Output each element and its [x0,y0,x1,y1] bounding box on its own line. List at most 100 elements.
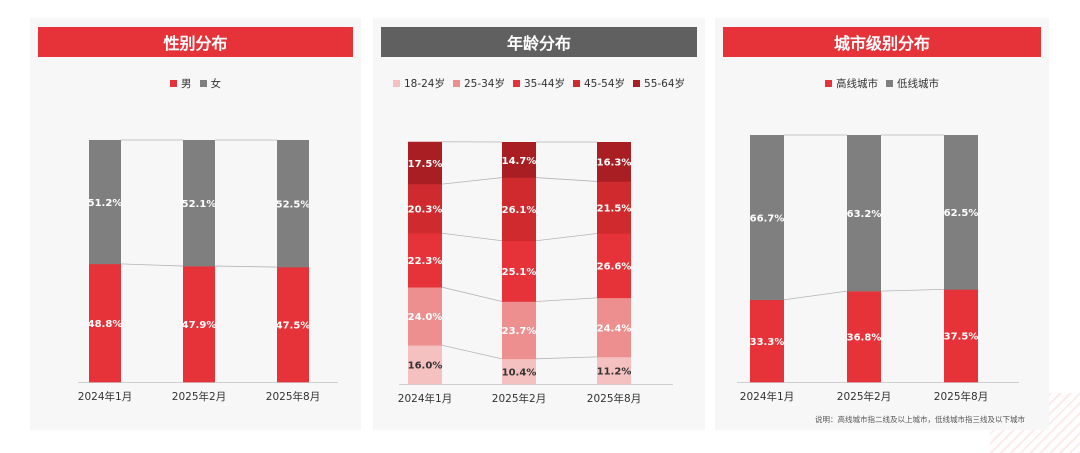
bar-segment [597,181,631,234]
bar-segment [502,301,536,360]
legend-item: 低线城市 [886,76,939,91]
data-label: 24.0% [408,312,443,323]
connector-line [441,286,503,302]
data-label: 22.3% [408,256,443,267]
age-chart: 16.0% 24.0% 22.3% 20.3% 17.5% 2024年1月 10.4% 23.… [398,141,673,405]
gender-panel-title: 性别分布 [38,27,353,57]
connector-line [441,177,503,185]
legend-swatch [392,80,400,87]
city-tier-chart: 33.3% 66.7% 2024年1月 36.8% 63.2% 2025年2月 37.5% 6… [737,134,1019,403]
x-tick-label: 2024年1月 [78,390,132,403]
legend-label: 18-24岁 [403,78,445,90]
data-label: 14.7% [502,156,537,167]
x-tick-label: 2025年2月 [172,390,226,403]
x-tick-label: 2024年1月 [740,390,794,403]
bar-segment [597,233,631,299]
city-tier-panel-title: 城市级别分布 [723,27,1041,57]
data-label: 10.4% [502,367,537,378]
legend-label: 25-34岁 [463,78,505,90]
legend-swatch [199,80,207,87]
legend-label: 高线城市 [836,78,878,90]
connector-line [535,177,598,182]
legend-label: 女 [210,78,222,90]
data-label: 63.2% [847,209,882,220]
data-label: 26.6% [597,262,632,273]
bar-segment [502,177,536,242]
data-label: 16.0% [408,361,443,372]
data-label: 33.3% [750,337,785,348]
connector-line [783,290,848,301]
legend-label: 35-44岁 [523,78,565,90]
bar-segment [277,267,309,383]
gender-legend: 男女 [30,76,361,91]
data-label: 25.1% [502,267,537,278]
bar-segment [502,240,536,302]
connector-line [441,344,503,360]
data-label: 48.8% [88,319,123,330]
bar-segment [502,358,536,385]
connector-line [535,233,598,242]
legend-label: 男 [181,78,192,90]
data-label: 24.4% [597,323,632,334]
connector-line [535,356,598,360]
data-label: 17.5% [408,159,443,170]
data-label: 36.8% [847,333,882,344]
legend-item: 男 [170,76,192,91]
x-tick-label: 2024年1月 [398,392,452,405]
bar-segment [408,287,442,346]
bar-segment [183,266,215,383]
bar-segment [408,141,442,185]
bar-segment [750,135,784,301]
legend-swatch [452,80,460,87]
data-label: 21.5% [597,203,632,214]
connector-line [441,232,503,242]
x-tick-label: 2025年8月 [934,390,988,403]
connector-line [880,288,945,292]
legend-label: 45-54岁 [584,78,626,90]
bar-segment [597,297,631,358]
legend-swatch [633,80,641,87]
bar-segment [89,263,121,383]
city-tier-panel: 城市级别分布 高线城市 低线城市 33.3% 66.7% 2024年1月 36.8% 63… [715,18,1049,430]
bar-segment [89,140,121,265]
data-label: 11.2% [597,366,632,377]
x-tick-label: 2025年8月 [587,392,641,405]
data-label: 23.7% [502,326,537,337]
age-legend: 18-24岁 25-34岁 35-44岁 45-54岁 55-64岁 [373,76,705,91]
bar-segment [502,142,536,178]
bar-segment [277,140,309,268]
data-label: 16.3% [597,158,632,169]
x-tick-label: 2025年2月 [492,392,546,405]
legend-item: 18-24岁 [392,76,445,91]
bar-segment [847,135,881,292]
data-label: 52.5% [276,200,311,211]
data-label: 62.5% [944,208,979,219]
legend-item: 25-34岁 [452,76,505,91]
gender-chart: 48.8% 51.2% 2024年1月 47.9% 52.1% 2025年2月 47.5% 5… [78,139,338,403]
bar-segment [597,356,631,385]
x-tick-label: 2025年2月 [837,390,891,403]
legend-item: 55-64岁 [633,76,685,91]
data-label: 47.5% [276,321,311,332]
city-tier-note: 说明：高线城市指二线及以上城市，低线城市指三线及以下城市 [815,415,1025,424]
bar-segment [944,135,978,290]
bar-segment [847,291,881,383]
bar-segment [408,184,442,234]
connector-line [214,265,278,268]
legend-item: 35-44岁 [512,76,565,91]
data-label: 51.2% [88,198,123,209]
legend-label: 55-64岁 [644,78,686,90]
legend-swatch [825,80,832,87]
data-label: 37.5% [944,332,979,343]
legend-swatch [886,80,893,87]
legend-item: 45-54岁 [573,76,625,91]
data-label: 66.7% [750,213,785,224]
data-label: 47.9% [182,320,217,331]
city-tier-legend: 高线城市 低线城市 [715,76,1049,91]
age-panel-title: 年龄分布 [381,27,697,57]
legend-swatch [573,80,580,87]
data-label: 52.1% [182,199,217,210]
bar-segment [750,299,784,383]
legend-label: 低线城市 [897,78,939,90]
connector-line [535,297,598,302]
